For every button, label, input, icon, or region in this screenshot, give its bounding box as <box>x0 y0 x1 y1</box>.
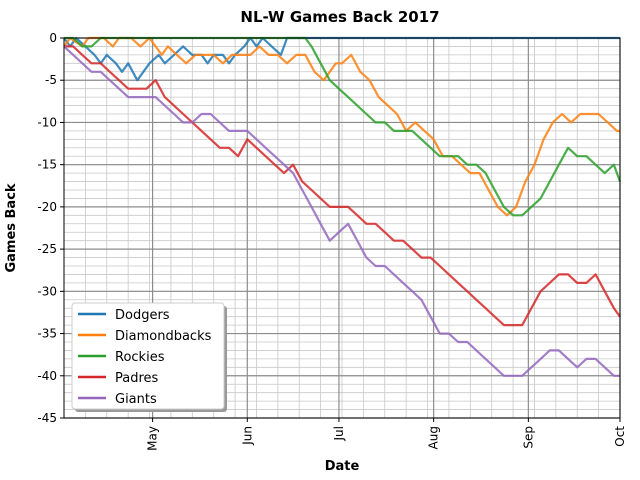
y-tick-label: -25 <box>37 242 57 256</box>
y-tick-label: -30 <box>37 284 57 298</box>
x-tick-label: May <box>146 426 160 451</box>
x-tick-label: Sep <box>521 426 535 449</box>
axes: 0 -5 -10 -15 -20 -25 -30 -35 -40 -45 May Jun Jul Aug S… <box>37 31 627 451</box>
grid-lines <box>63 37 621 419</box>
y-tick-label: -10 <box>37 115 57 129</box>
x-tick-label: Oct <box>613 426 627 447</box>
y-tick-label: -35 <box>37 327 57 341</box>
series-line-giants <box>63 45 620 377</box>
series-line-diamondbacks <box>63 36 620 217</box>
legend-label: Dodgers <box>115 308 170 323</box>
series-line-padres <box>64 45 621 327</box>
x-tick-label: Jul <box>332 426 346 441</box>
x-tick-label: Jun <box>240 426 254 446</box>
y-tick-label: -40 <box>37 369 57 383</box>
legend-label: Rockies <box>115 350 165 365</box>
y-tick-label: -5 <box>45 73 57 87</box>
chart-title: NL-W Games Back 2017 <box>240 8 439 26</box>
legend-box <box>71 302 225 410</box>
y-tick-label: -45 <box>37 411 57 425</box>
y-tick-label: 0 <box>49 31 57 45</box>
x-tick-label: Aug <box>427 426 441 449</box>
plot-frame <box>63 37 621 419</box>
y-tick-label: -20 <box>37 200 57 214</box>
y-tick-label: -15 <box>37 158 57 172</box>
legend: Dodgers Diamondbacks Rockies Padres Giants <box>71 302 227 412</box>
y-axis-title: Games Back <box>4 183 19 272</box>
x-axis-title: Date <box>325 459 360 474</box>
legend-label: Padres <box>115 371 159 386</box>
legend-label: Diamondbacks <box>115 329 212 344</box>
legend-label: Giants <box>115 392 157 407</box>
